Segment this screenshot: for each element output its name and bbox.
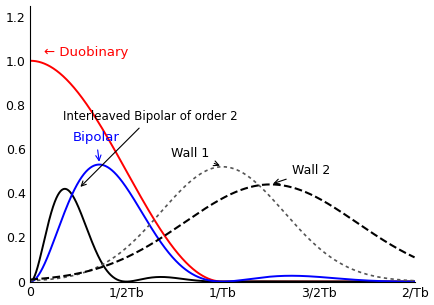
Text: Wall 1: Wall 1 xyxy=(171,147,219,166)
Text: Interleaved Bipolar of order 2: Interleaved Bipolar of order 2 xyxy=(63,110,238,186)
Text: Bipolar: Bipolar xyxy=(72,131,119,160)
Text: Wall 2: Wall 2 xyxy=(274,164,330,184)
Text: ← Duobinary: ← Duobinary xyxy=(44,45,128,59)
